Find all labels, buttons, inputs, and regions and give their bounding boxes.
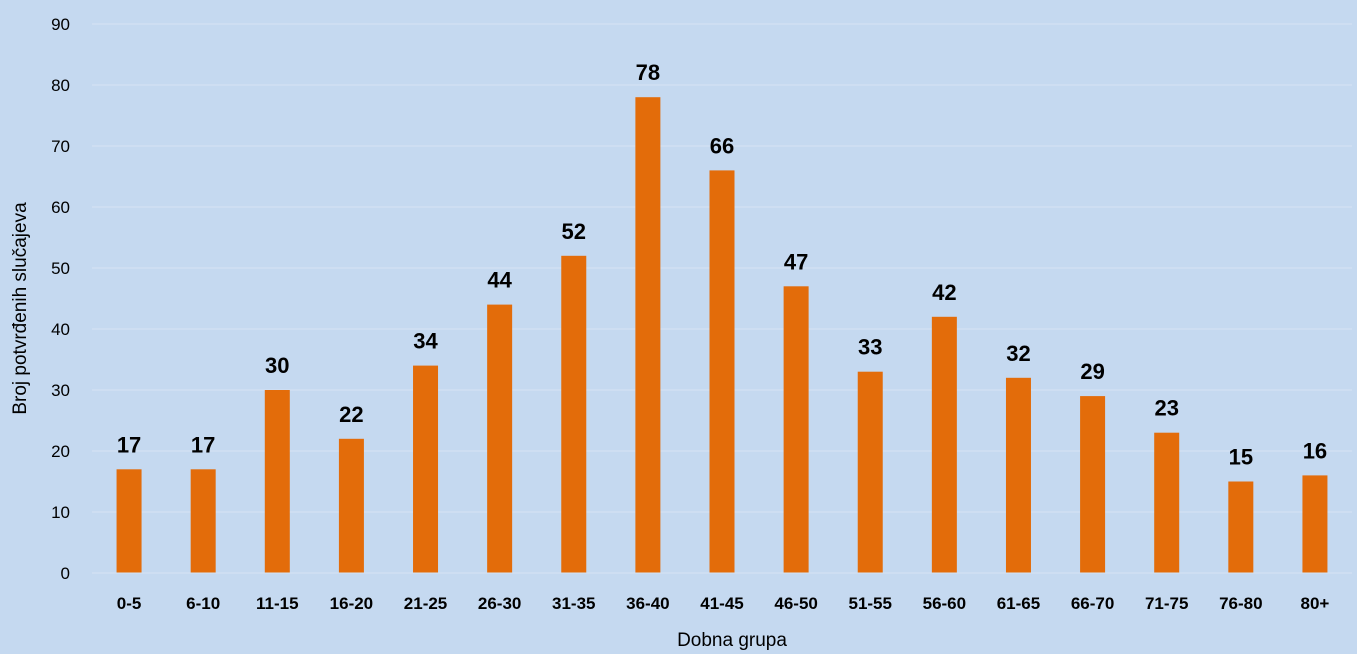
y-axis-ticks: 0 10 20 30 40 50 60 70 80 90 <box>51 15 70 583</box>
y-axis-title: Broj potvrđenih slučajeva <box>10 202 31 415</box>
bar-80+ <box>1302 475 1328 573</box>
x-tick-label: 76-80 <box>1219 594 1262 613</box>
x-tick-label: 26-30 <box>478 594 521 613</box>
bar-61-65 <box>1005 377 1031 573</box>
bar-31-35 <box>561 255 587 574</box>
y-tick-label: 30 <box>51 381 70 400</box>
y-tick-label: 80 <box>51 76 70 95</box>
data-label: 17 <box>117 432 141 457</box>
data-label: 30 <box>265 353 289 378</box>
bar-21-25 <box>413 365 439 573</box>
data-label: 44 <box>487 268 512 293</box>
bar-41-45 <box>709 170 735 573</box>
data-labels: 17 17 30 22 34 44 52 78 66 47 33 42 32 29 23 15 16 <box>117 60 1327 469</box>
x-tick-label: 41-45 <box>700 594 743 613</box>
x-axis-title: Dobna grupa <box>677 630 787 651</box>
data-label: 78 <box>636 60 660 85</box>
x-axis-ticks: 0-5 6-10 11-15 16-20 21-25 26-30 31-35 36-40 41-… <box>117 594 1330 613</box>
x-tick-label: 61-65 <box>997 594 1040 613</box>
data-label: 34 <box>413 329 438 354</box>
x-tick-label: 21-25 <box>404 594 447 613</box>
bar-6-10 <box>190 469 216 573</box>
x-tick-label: 6-10 <box>186 594 220 613</box>
data-label: 23 <box>1154 396 1178 421</box>
x-tick-label: 31-35 <box>552 594 595 613</box>
bar-36-40 <box>635 97 661 573</box>
y-tick-label: 90 <box>51 15 70 34</box>
x-tick-label: 66-70 <box>1071 594 1114 613</box>
bar-26-30 <box>487 304 513 573</box>
bar-11-15 <box>264 390 290 573</box>
bar-66-70 <box>1080 396 1106 573</box>
x-tick-label: 0-5 <box>117 594 142 613</box>
data-label: 42 <box>932 280 956 305</box>
y-tick-label: 40 <box>51 320 70 339</box>
x-tick-label: 11-15 <box>256 594 299 613</box>
data-label: 32 <box>1006 341 1030 366</box>
data-label: 52 <box>562 219 586 244</box>
x-tick-label: 46-50 <box>774 594 817 613</box>
bar-16-20 <box>338 438 364 573</box>
y-tick-label: 0 <box>61 564 70 583</box>
bar-76-80 <box>1228 481 1254 573</box>
data-label: 16 <box>1303 438 1327 463</box>
x-tick-label: 51-55 <box>848 594 891 613</box>
bars <box>116 97 1328 574</box>
bar-0-5 <box>116 469 142 573</box>
x-tick-label: 80+ <box>1301 594 1330 613</box>
bar-56-60 <box>931 316 957 573</box>
data-label: 47 <box>784 249 808 274</box>
y-tick-label: 10 <box>51 503 70 522</box>
x-tick-label: 71-75 <box>1145 594 1188 613</box>
data-label: 29 <box>1080 359 1104 384</box>
bar-46-50 <box>783 286 809 573</box>
bar-71-75 <box>1154 432 1180 573</box>
x-tick-label: 36-40 <box>626 594 669 613</box>
data-label: 66 <box>710 133 734 158</box>
y-tick-label: 70 <box>51 137 70 156</box>
x-tick-label: 16-20 <box>330 594 373 613</box>
x-tick-label: 56-60 <box>923 594 966 613</box>
y-tick-label: 60 <box>51 198 70 217</box>
bar-51-55 <box>857 371 883 573</box>
y-tick-label: 20 <box>51 442 70 461</box>
data-label: 15 <box>1229 445 1253 470</box>
data-label: 17 <box>191 432 215 457</box>
data-label: 22 <box>339 402 363 427</box>
y-tick-label: 50 <box>51 259 70 278</box>
data-label: 33 <box>858 335 882 360</box>
